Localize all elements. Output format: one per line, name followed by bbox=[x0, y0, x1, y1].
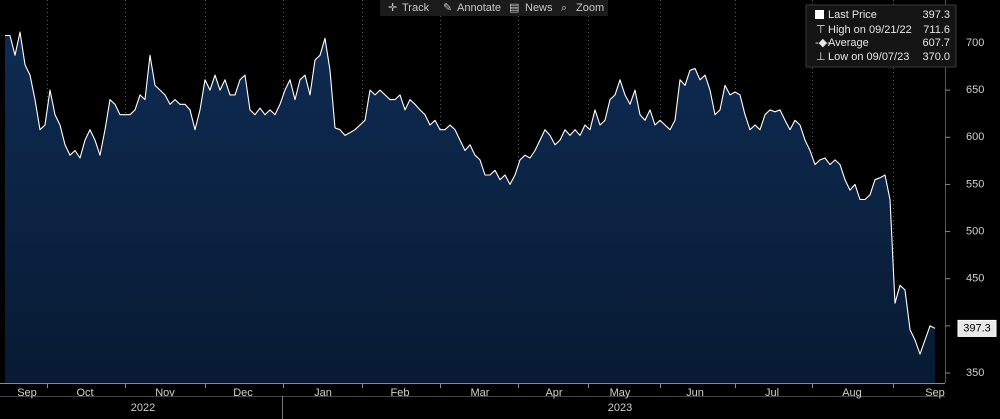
legend-label: High on 09/21/22 bbox=[828, 24, 912, 36]
x-tick-label: Aug bbox=[842, 387, 862, 399]
y-tick-label: 600 bbox=[966, 131, 984, 143]
x-tick-label: Jan bbox=[314, 387, 332, 399]
legend-value: 607.7 bbox=[922, 37, 950, 49]
legend: Last Price 397.3 ⊤ High on 09/21/22 711.… bbox=[805, 4, 957, 68]
track-button[interactable]: ✛ Track bbox=[388, 2, 430, 14]
legend-value: 397.3 bbox=[922, 9, 950, 21]
year-label: 2023 bbox=[608, 402, 632, 414]
y-tick-label: 350 bbox=[966, 367, 984, 379]
legend-value: 370.0 bbox=[922, 51, 950, 63]
zoom-icon: ⌕ bbox=[561, 2, 567, 14]
y-tick-label: 450 bbox=[966, 273, 984, 285]
x-tick-label: Dec bbox=[233, 387, 253, 399]
zoom-button[interactable]: ⌕ Zoom bbox=[561, 2, 604, 14]
legend-swatch bbox=[815, 10, 824, 19]
annotate-icon: ✎ bbox=[443, 2, 452, 14]
news-label: News bbox=[525, 2, 553, 14]
price-area bbox=[5, 32, 935, 383]
y-tick-label: 500 bbox=[966, 225, 984, 237]
legend-box bbox=[805, 4, 957, 68]
x-tick-label: Nov bbox=[155, 387, 175, 399]
x-tick-label: Oct bbox=[76, 387, 93, 399]
legend-label: Last Price bbox=[828, 9, 877, 21]
legend-icon: -◆- bbox=[815, 37, 831, 49]
last-price-box bbox=[957, 319, 997, 337]
last-price-label: 397.3 bbox=[963, 322, 991, 334]
x-tick-label: Apr bbox=[545, 387, 562, 399]
track-label: Track bbox=[402, 2, 430, 14]
news-button[interactable]: ▤ News bbox=[509, 2, 553, 14]
zoom-label: Zoom bbox=[576, 2, 604, 14]
x-tick-label: Feb bbox=[391, 387, 410, 399]
annotate-button[interactable]: ✎ Annotate bbox=[443, 2, 501, 14]
price-line bbox=[5, 31, 936, 355]
x-tick-label: Sep bbox=[925, 387, 945, 399]
toolbar: ✛ Track ✎ Annotate ▤ News ⌕ Zoom bbox=[380, 0, 608, 16]
legend-value: 711.6 bbox=[923, 24, 950, 36]
x-tick-label: Jul bbox=[765, 387, 779, 399]
track-icon: ✛ bbox=[388, 2, 397, 14]
y-tick-label: 550 bbox=[966, 178, 984, 190]
x-tick-label: Jun bbox=[686, 387, 704, 399]
annotate-label: Annotate bbox=[457, 2, 501, 14]
x-tick-label: May bbox=[610, 387, 631, 399]
plot bbox=[5, 31, 936, 383]
axes: Sep Oct Nov Dec Jan Feb Mar Apr May Jun Jul Aug Sep 2… bbox=[17, 37, 997, 414]
x-tick-label: Sep bbox=[17, 387, 37, 399]
y-tick-label: 650 bbox=[966, 84, 984, 96]
toolbar-bg bbox=[380, 0, 608, 16]
legend-icon: ⊤ bbox=[816, 24, 826, 36]
legend-label: Low on 09/07/23 bbox=[828, 51, 909, 63]
news-icon: ▤ bbox=[509, 2, 519, 14]
x-tick-label: Mar bbox=[471, 387, 490, 399]
year-label: 2022 bbox=[131, 402, 155, 414]
legend-icon: ⊥ bbox=[816, 51, 826, 63]
legend-label: Average bbox=[828, 37, 869, 49]
y-tick-label: 700 bbox=[966, 37, 984, 49]
